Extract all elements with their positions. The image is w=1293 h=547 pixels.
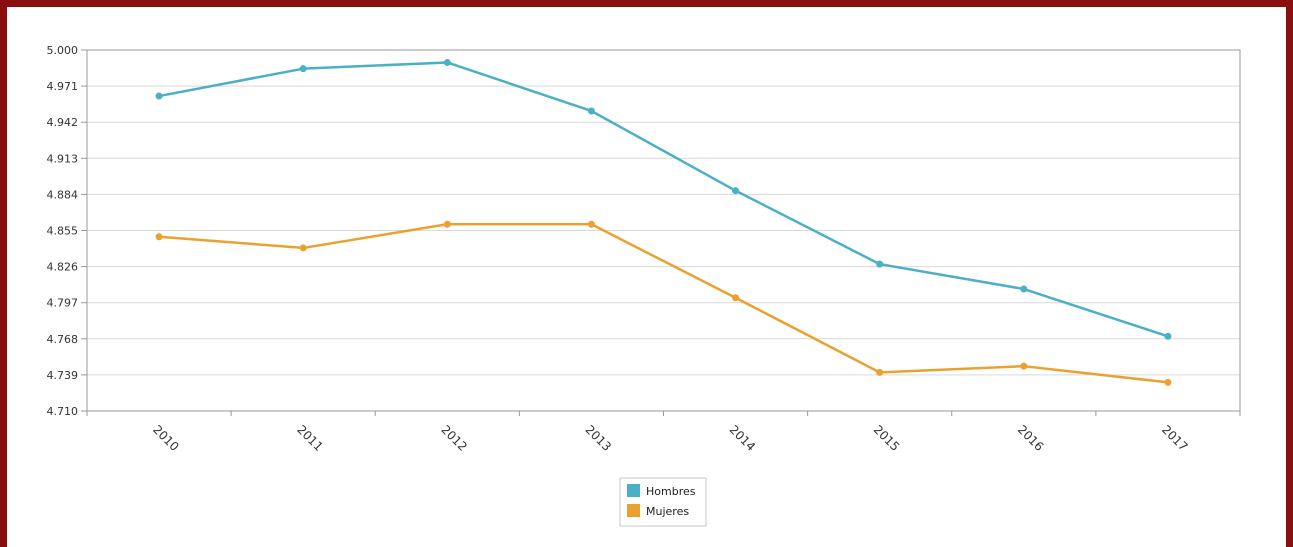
data-point-hombres[interactable] — [1020, 285, 1028, 293]
data-point-mujeres[interactable] — [587, 220, 595, 228]
data-point-hombres[interactable] — [155, 92, 163, 100]
y-tick-label: 4.710 — [47, 405, 79, 418]
y-tick-label: 4.971 — [47, 80, 79, 93]
data-point-hombres[interactable] — [1164, 332, 1172, 340]
data-point-mujeres[interactable] — [155, 233, 163, 241]
data-point-hombres[interactable] — [299, 65, 307, 73]
y-tick-label: 4.942 — [47, 116, 79, 129]
data-point-mujeres[interactable] — [732, 294, 740, 302]
x-tick-label: 2010 — [150, 422, 181, 453]
data-point-hombres[interactable] — [876, 260, 884, 268]
legend-label: Hombres — [646, 485, 696, 498]
data-point-mujeres[interactable] — [1020, 362, 1028, 370]
y-tick-label: 5.000 — [47, 44, 79, 57]
x-tick-label: 2012 — [438, 422, 469, 453]
series-line-hombres — [158, 61, 1169, 338]
data-point-hombres[interactable] — [587, 107, 595, 115]
x-axis: 2010 2011 2012 2013 2014 2015 2016 2017 — [86, 411, 1241, 454]
data-point-mujeres[interactable] — [443, 220, 451, 228]
legend-label: Mujeres — [646, 505, 689, 518]
legend-swatch — [627, 484, 640, 497]
data-point-mujeres[interactable] — [1164, 378, 1172, 386]
y-tick-label: 4.855 — [47, 225, 79, 238]
legend-item-hombres[interactable]: Hombres — [627, 484, 696, 498]
y-tick-label: 4.913 — [47, 152, 79, 165]
data-point-mujeres[interactable] — [876, 368, 884, 376]
series-lines — [155, 58, 1172, 386]
x-tick-label: 2013 — [583, 422, 614, 453]
y-tick-label: 4.884 — [47, 188, 79, 201]
x-tick-label: 2014 — [727, 422, 758, 453]
data-point-mujeres[interactable] — [299, 244, 307, 252]
y-tick-label: 4.739 — [47, 369, 79, 382]
legend: Hombres Mujeres — [619, 477, 707, 527]
y-tick-label: 4.826 — [47, 261, 79, 274]
series-line-mujeres — [158, 223, 1169, 384]
gridlines — [81, 49, 1240, 412]
x-tick-label: 2017 — [1159, 422, 1190, 453]
x-tick-label: 2015 — [871, 422, 902, 453]
series-hombres — [155, 58, 1172, 340]
y-tick-label: 4.797 — [47, 297, 79, 310]
y-axis: 5.000 4.971 4.942 4.913 4.884 4.855 4.826 4.797… — [47, 44, 79, 418]
x-tick-label: 2011 — [294, 422, 325, 453]
data-point-hombres[interactable] — [443, 58, 451, 66]
x-tick-label: 2016 — [1015, 422, 1046, 453]
y-tick-label: 4.768 — [47, 333, 79, 346]
legend-swatch — [627, 504, 640, 517]
legend-item-mujeres[interactable]: Mujeres — [627, 504, 689, 518]
data-point-hombres[interactable] — [732, 187, 740, 195]
series-mujeres — [155, 220, 1172, 386]
